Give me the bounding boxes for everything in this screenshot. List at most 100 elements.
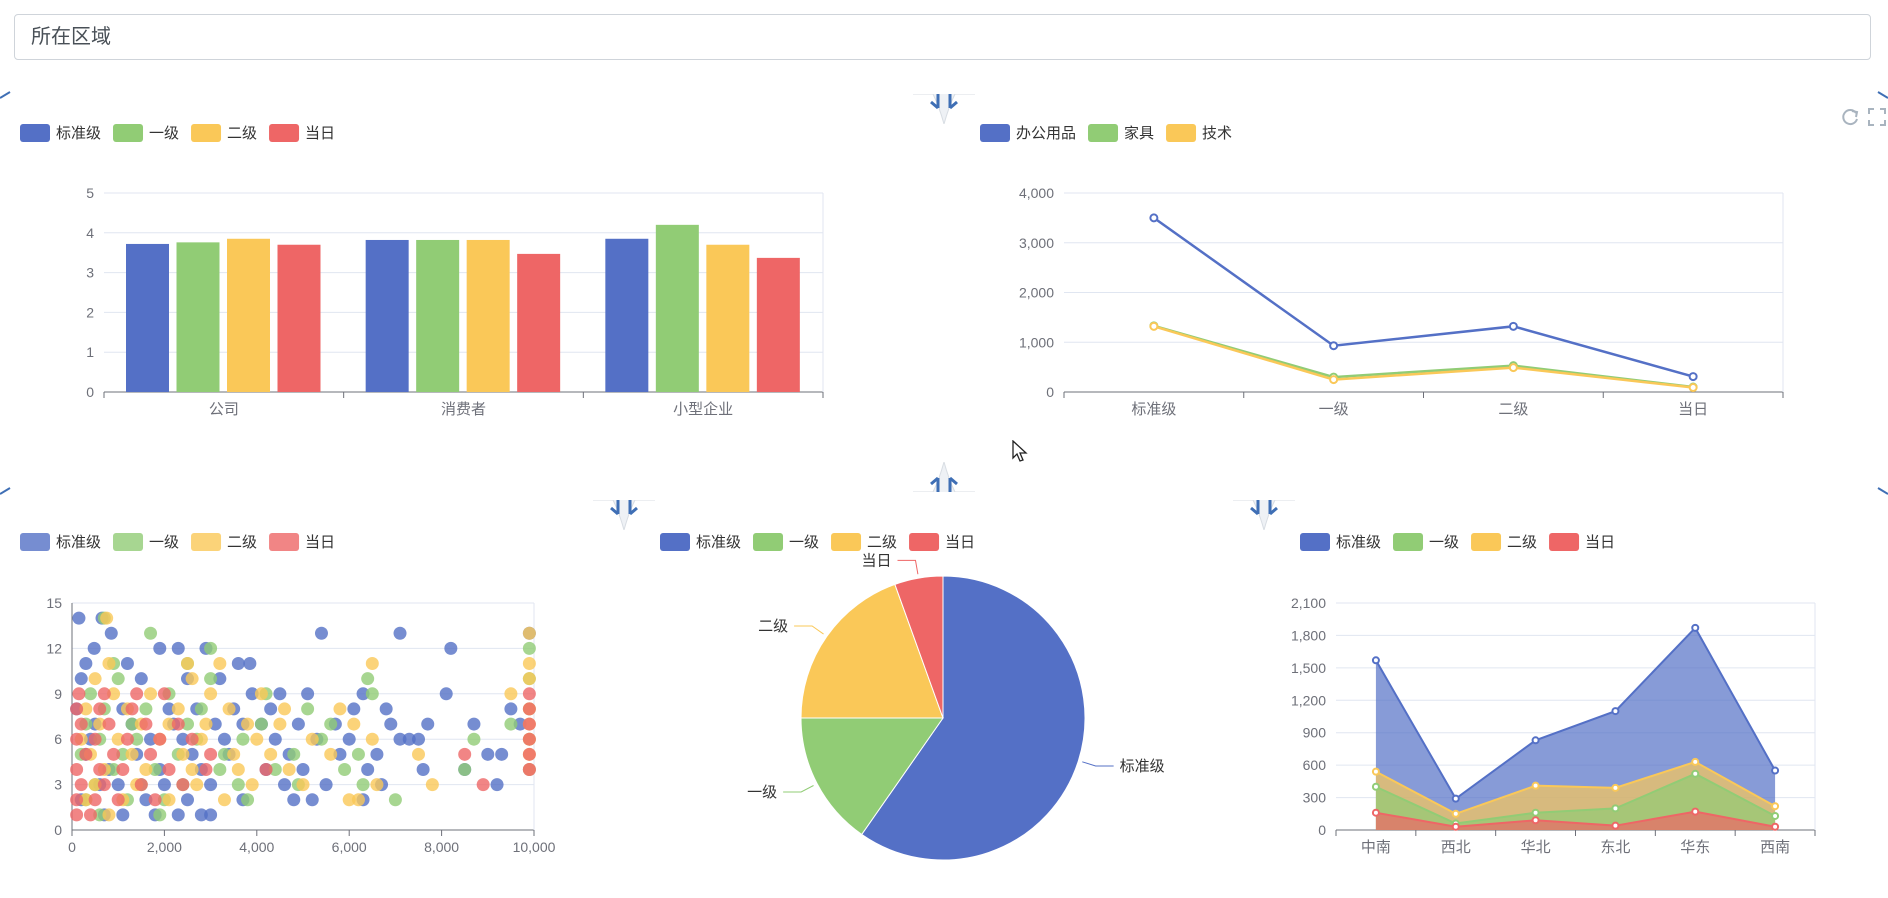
scatter-point: [171, 717, 185, 731]
scatter-point: [100, 611, 114, 625]
legend-item[interactable]: 家具: [1088, 124, 1154, 142]
legend-label: 标准级: [696, 534, 741, 551]
scatter-point: [194, 808, 208, 822]
scatter-point: [93, 762, 107, 776]
scatter-point: [74, 717, 88, 731]
scatter-point: [504, 702, 518, 716]
area-chart: 标准级 一级 二级 当日 0 300 600 900 1,200 1,500 1,800 2,100 中…: [1291, 533, 1816, 856]
pie-slice: [861, 575, 1086, 861]
scatter-point: [176, 732, 190, 746]
legend-item[interactable]: 一级: [1393, 533, 1459, 551]
scatter-point: [522, 672, 536, 686]
legend-item[interactable]: 一级: [753, 533, 819, 551]
scatter-point: [245, 687, 259, 701]
scatter-point: [204, 672, 218, 686]
scatter-point: [93, 717, 107, 731]
legend-item[interactable]: 当日: [269, 533, 335, 551]
bar: [756, 257, 800, 392]
x-tick-label: 华东: [1680, 839, 1710, 856]
scatter-point: [70, 762, 84, 776]
scatter-point: [148, 762, 162, 776]
panel-corner: [1876, 88, 1888, 108]
scatter-point: [144, 732, 158, 746]
scatter-point: [439, 687, 453, 701]
scatter-point: [144, 626, 158, 640]
scatter-point: [83, 808, 97, 822]
legend-label: 标准级: [56, 534, 101, 551]
legend-swatch: [113, 124, 144, 142]
legend-item[interactable]: 一级: [113, 124, 179, 142]
legend-item[interactable]: 二级: [191, 124, 257, 142]
legend-swatch: [1471, 533, 1502, 551]
panel-bracket: [1231, 499, 1297, 532]
x-tick-label: 二级: [1498, 401, 1528, 418]
pie-chart-panel: 标准级 一级 二级 当日 标准级 一级 二级 当日: [640, 528, 1240, 868]
legend-label: 一级: [789, 534, 819, 551]
scatter-point: [102, 717, 116, 731]
scatter-point: [194, 732, 208, 746]
x-tick-label: 10,000: [513, 839, 556, 855]
scatter-point: [347, 717, 361, 731]
scatter-point: [134, 672, 148, 686]
legend-item[interactable]: 技术: [1166, 124, 1232, 142]
legend-label: 技术: [1202, 125, 1232, 142]
region-select[interactable]: 所在区域: [14, 14, 1871, 60]
legend-label: 一级: [1429, 534, 1459, 551]
scatter-chart: 标准级 一级 二级 当日 0 3 6 9 12 15 0 2,000 4,000 6,000 8,000 10…: [20, 533, 556, 855]
scatter-chart-panel: 标准级 一级 二级 当日 0 3 6 9 12 15 0 2,000 4,000 6,000 8,000 10…: [0, 528, 600, 868]
legend-item[interactable]: 二级: [191, 533, 257, 551]
data-point: [1371, 767, 1380, 776]
legend-item[interactable]: 标准级: [20, 533, 101, 551]
scatter-point: [88, 793, 102, 807]
scatter-point: [314, 732, 328, 746]
legend-label: 当日: [305, 125, 335, 142]
legend-item[interactable]: 当日: [909, 533, 975, 551]
legend-item[interactable]: 二级: [1471, 533, 1537, 551]
legend-item[interactable]: 标准级: [1300, 533, 1381, 551]
pie-label: 二级: [758, 618, 788, 635]
x-tick-label: 当日: [1678, 401, 1708, 418]
scatter-point: [296, 778, 310, 792]
scatter-point: [291, 717, 305, 731]
scatter-point: [72, 687, 86, 701]
scatter-point: [522, 702, 536, 716]
legend-item[interactable]: 标准级: [20, 124, 101, 142]
legend-label: 当日: [305, 534, 335, 551]
scatter-point: [79, 702, 93, 716]
legend-label: 二级: [227, 534, 257, 551]
scatter-point: [153, 732, 167, 746]
y-tick-label: 4: [86, 225, 94, 241]
scatter-point: [522, 687, 536, 701]
legend-swatch: [753, 533, 784, 551]
fullscreen-icon[interactable]: [1866, 106, 1888, 128]
scatter-point: [314, 626, 328, 640]
scatter-point: [522, 626, 536, 640]
scatter-point: [370, 778, 384, 792]
refresh-icon[interactable]: [1839, 106, 1861, 128]
scatter-point: [171, 702, 185, 716]
pie-slice: [800, 717, 944, 836]
legend-label: 办公用品: [1016, 125, 1076, 142]
x-tick-label: 小型企业: [673, 400, 733, 418]
panel-corner: [0, 88, 12, 108]
legend-item[interactable]: 标准级: [660, 533, 741, 551]
pie-label: 标准级: [1120, 758, 1165, 775]
scatter-point: [107, 687, 121, 701]
legend-item[interactable]: 当日: [1549, 533, 1615, 551]
panel-bracket: [911, 93, 977, 126]
legend-swatch: [1549, 533, 1580, 551]
scatter-point: [245, 778, 259, 792]
bar-chart-panel: 标准级 一级 二级 当日 0 1 2 3 4 5 公司 消费者 小型企业: [0, 110, 840, 430]
data-point: [1149, 213, 1159, 223]
legend-item[interactable]: 办公用品: [980, 124, 1076, 142]
scatter-point: [79, 747, 93, 761]
legend-swatch: [191, 533, 222, 551]
legend-item[interactable]: 二级: [831, 533, 897, 551]
scatter-point: [333, 747, 347, 761]
legend-item[interactable]: 当日: [269, 124, 335, 142]
scatter-point: [342, 793, 356, 807]
scatter-point: [301, 702, 315, 716]
data-point: [1451, 809, 1460, 818]
legend-item[interactable]: 一级: [113, 533, 179, 551]
data-point: [1771, 811, 1780, 820]
